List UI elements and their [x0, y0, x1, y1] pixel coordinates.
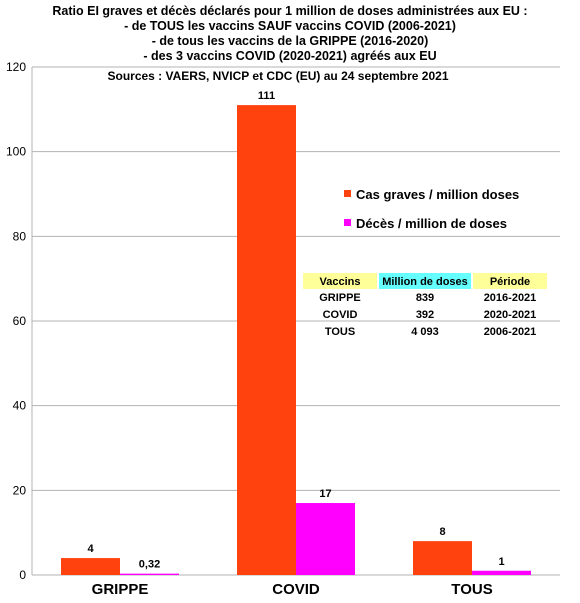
table-cell: COVID [323, 309, 358, 321]
y-tick-label: 0 [19, 568, 26, 582]
y-tick-label: 20 [13, 483, 27, 497]
y-axis-ticks: 0 20 40 60 80 100 120 [6, 60, 26, 582]
category-labels: GRIPPE COVID TOUS [92, 581, 493, 598]
chart-title: Ratio EI graves et décès déclarés pour 1… [0, 4, 580, 64]
table-cell: TOUS [325, 326, 355, 338]
legend-label-cas-graves: Cas graves / million doses [356, 187, 519, 202]
bar-deces-grippe [120, 573, 179, 575]
table-cell: 2020-2021 [484, 309, 537, 321]
data-label: 1 [498, 556, 504, 568]
y-tick-label: 120 [6, 60, 26, 74]
legend-swatch-deces [344, 219, 351, 226]
bar-cas-graves-tous [413, 541, 472, 575]
source-note: Sources : VAERS, NVICP et CDC (EU) au 24… [107, 69, 448, 83]
legend-label-deces: Décès / million de doses [356, 216, 507, 231]
table-header-bg-periode [473, 273, 547, 289]
table-header-bg-vaccins [303, 273, 377, 289]
x-category-label: GRIPPE [92, 581, 149, 598]
table-cell: 2006-2021 [484, 326, 537, 338]
bar-deces-covid [296, 503, 355, 575]
table-header-vaccins: Vaccins [320, 276, 361, 288]
bars: 4 0,32 111 17 8 1 [61, 90, 531, 575]
title-line: - des 3 vaccins COVID (2020-2021) agréés… [143, 49, 437, 63]
legend-swatch-cas-graves [344, 190, 351, 197]
table-cell: 839 [416, 292, 434, 304]
bar-deces-tous [472, 570, 531, 575]
bar-cas-graves-covid [237, 105, 296, 575]
x-category-label: TOUS [451, 581, 492, 598]
table-cell: 392 [416, 309, 434, 321]
title-line: - de tous les vaccins de la GRIPPE (2016… [151, 34, 429, 48]
doses-table: Vaccins Million de doses Période GRIPPE … [303, 273, 547, 338]
bar-cas-graves-grippe [61, 558, 120, 575]
title-line: Ratio EI graves et décès déclarés pour 1… [52, 4, 528, 18]
data-label: 4 [87, 543, 94, 555]
data-label: 111 [258, 90, 275, 102]
table-header-doses: Million de doses [382, 276, 468, 288]
y-tick-label: 40 [13, 399, 27, 413]
y-tick-label: 100 [6, 145, 26, 159]
data-label: 17 [319, 488, 331, 500]
table-cell: 2016-2021 [484, 292, 537, 304]
data-label: 0,32 [139, 559, 160, 571]
table-cell: GRIPPE [319, 292, 361, 304]
y-tick-label: 60 [13, 314, 27, 328]
y-tick-label: 80 [13, 229, 27, 243]
legend: Cas graves / million doses Décès / milli… [344, 187, 519, 231]
data-label: 8 [439, 526, 445, 538]
title-line: - de TOUS les vaccins SAUF vaccins COVID… [124, 19, 456, 33]
table-header-bg-doses [379, 273, 471, 289]
x-category-label: COVID [272, 581, 320, 598]
table-cell: 4 093 [411, 326, 439, 338]
table-header-periode: Période [490, 276, 530, 288]
